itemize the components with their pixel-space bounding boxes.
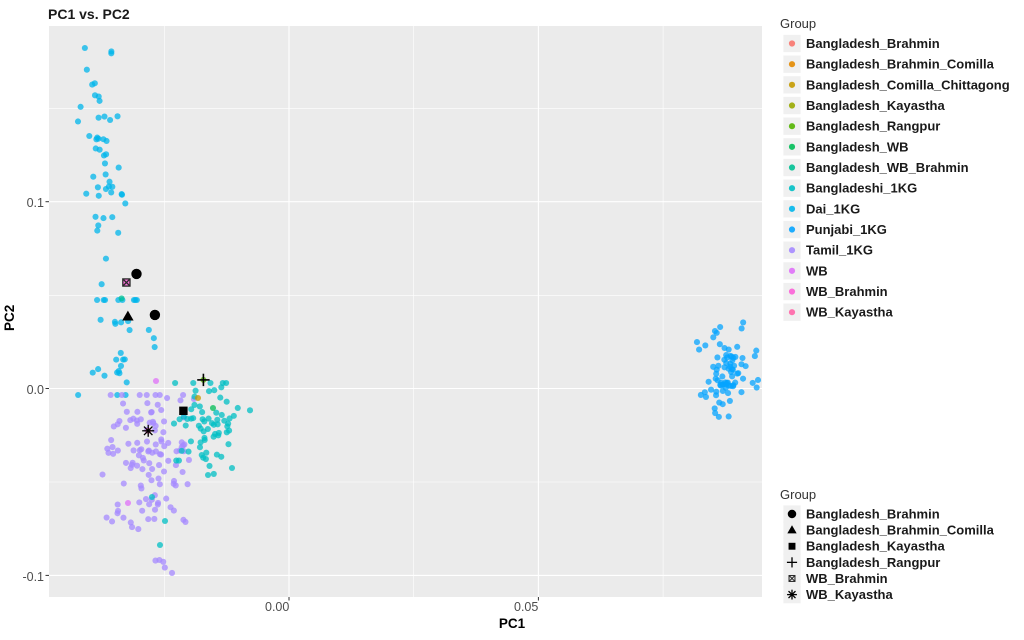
svg-text:WB_Kayastha: WB_Kayastha <box>806 587 893 602</box>
svg-text:Bangladeshi_1KG: Bangladeshi_1KG <box>806 181 917 196</box>
svg-text:Punjabi_1KG: Punjabi_1KG <box>806 222 887 237</box>
svg-text:Bangladesh_Rangpur: Bangladesh_Rangpur <box>806 555 940 570</box>
svg-text:Bangladesh_Brahmin: Bangladesh_Brahmin <box>806 507 940 522</box>
svg-text:Tamil_1KG: Tamil_1KG <box>806 243 873 258</box>
svg-text:WB_Kayastha: WB_Kayastha <box>806 305 893 320</box>
svg-text:Bangladesh_Brahmin: Bangladesh_Brahmin <box>806 36 940 51</box>
svg-text:Dai_1KG: Dai_1KG <box>806 201 860 216</box>
svg-text:WB_Brahmin: WB_Brahmin <box>806 571 888 586</box>
svg-text:WB: WB <box>806 263 828 278</box>
svg-text:WB_Brahmin: WB_Brahmin <box>806 284 888 299</box>
svg-text:Bangladesh_Rangpur: Bangladesh_Rangpur <box>806 119 940 134</box>
svg-text:Bangladesh_Brahmin_Comilla: Bangladesh_Brahmin_Comilla <box>806 57 995 72</box>
svg-text:Bangladesh_WB_Brahmin: Bangladesh_WB_Brahmin <box>806 160 969 175</box>
svg-text:Bangladesh_Brahmin_Comilla: Bangladesh_Brahmin_Comilla <box>806 523 995 538</box>
svg-text:Bangladesh_Kayastha: Bangladesh_Kayastha <box>806 98 945 113</box>
svg-text:Bangladesh_Kayastha: Bangladesh_Kayastha <box>806 539 945 554</box>
svg-text:Bangladesh_WB: Bangladesh_WB <box>806 139 909 154</box>
svg-text:Bangladesh_Comilla_Chittagong: Bangladesh_Comilla_Chittagong <box>806 77 1010 92</box>
